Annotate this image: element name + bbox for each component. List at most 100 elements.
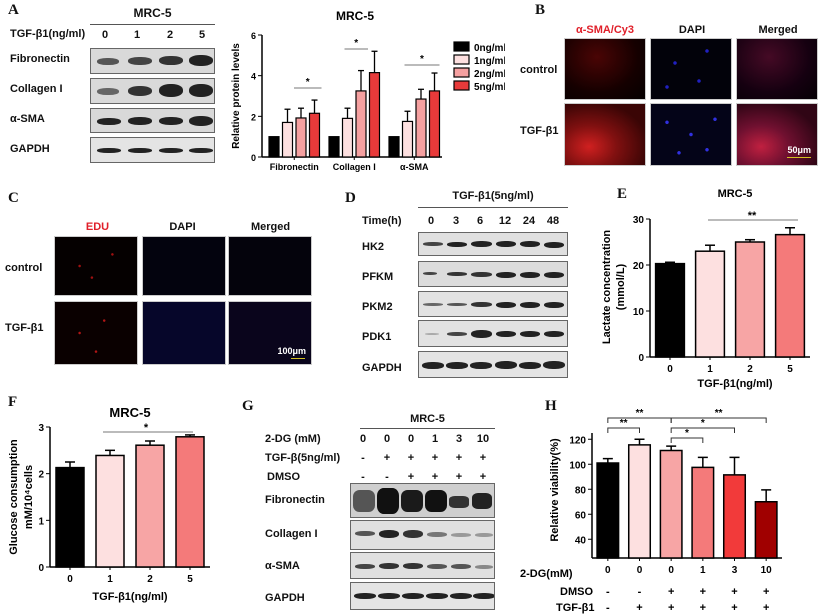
blot-row-label: HK2: [362, 241, 385, 253]
chart-f-glucose: MRC-5 0 1 2 3 0 1 2 5 * TGF-β1(ng/ml) Glucose consu…: [8, 405, 210, 603]
blot-g-divider: [360, 428, 495, 429]
condition-value: 0: [407, 433, 415, 445]
blot-row-label: PKM2: [362, 301, 393, 313]
blot-row-label: α-SMA: [10, 113, 45, 125]
blot-gapdh: [350, 582, 495, 610]
svg-text:*: *: [144, 422, 149, 434]
svg-text:*: *: [420, 54, 424, 65]
svg-text:+: +: [668, 602, 674, 614]
svg-text:2: 2: [147, 574, 153, 585]
image-dapi-tgf: [142, 301, 226, 365]
svg-text:*: *: [685, 428, 689, 439]
svg-text:5: 5: [187, 574, 193, 585]
col-label-asma: α-SMA/Cy3: [575, 24, 635, 36]
svg-text:Relative protein levels: Relative protein levels: [231, 43, 242, 149]
panel-label-g: G: [242, 398, 254, 414]
svg-text:30: 30: [633, 215, 645, 226]
blot-pdk1: [418, 320, 568, 347]
row-label-tgf: TGF-β1: [520, 125, 559, 137]
svg-text:+: +: [636, 602, 642, 614]
svg-text:+: +: [700, 586, 706, 598]
scale-bar-c: [291, 357, 305, 359]
row-label-tgf: TGF-β(5ng/ml): [265, 452, 341, 464]
blot-d-treatment: TGF-β1(5ng/ml): [452, 190, 534, 202]
svg-text:**: **: [620, 418, 628, 429]
blot-hk2: [418, 232, 568, 256]
image-merged-control: [736, 38, 818, 100]
col-label-merged: Merged: [250, 221, 291, 233]
row-label-tgf: TGF-β1: [5, 322, 44, 334]
svg-text:MRC-5: MRC-5: [109, 405, 150, 420]
blot-asma: [90, 108, 215, 133]
svg-text:**: **: [715, 408, 723, 419]
svg-text:0: 0: [38, 563, 44, 574]
condition-value: +: [455, 452, 463, 464]
blot-row-label: GAPDH: [10, 143, 50, 155]
blot-gapdh: [418, 351, 568, 378]
dose-label: 0: [101, 29, 109, 41]
scale-bar-label-c: 100μm: [277, 346, 306, 356]
condition-value: 3: [455, 433, 463, 445]
svg-text:0: 0: [637, 565, 643, 576]
image-edu-tgf: [54, 301, 138, 365]
svg-text:*: *: [701, 418, 705, 429]
svg-text:TGF-β1(ng/ml): TGF-β1(ng/ml): [92, 591, 167, 603]
condition-value: -: [361, 452, 365, 464]
svg-text:α-SMA: α-SMA: [400, 162, 429, 172]
svg-text:Fibronectin: Fibronectin: [270, 162, 319, 172]
svg-text:mM/10⁴cells: mM/10⁴cells: [23, 465, 35, 529]
col-label-dapi: DAPI: [678, 24, 706, 36]
blot-a-divider: [90, 24, 215, 25]
blot-fibronectin: [350, 483, 495, 518]
panel-label-c: C: [8, 190, 19, 206]
svg-text:3: 3: [38, 423, 44, 434]
svg-text:-: -: [606, 602, 610, 614]
svg-text:DMSO: DMSO: [560, 586, 593, 598]
condition-value: +: [407, 452, 415, 464]
panel-label-h: H: [545, 398, 557, 414]
panel-label-d: D: [345, 190, 356, 206]
svg-text:Glucose consumption: Glucose consumption: [8, 439, 20, 555]
svg-text:2: 2: [38, 470, 44, 481]
svg-text:TGF-β1(ng/ml): TGF-β1(ng/ml): [697, 378, 772, 390]
svg-text:**: **: [748, 210, 757, 222]
svg-text:*: *: [306, 77, 310, 88]
col-label-merged: Merged: [758, 24, 798, 36]
svg-text:0: 0: [67, 574, 73, 585]
image-merged-control: [228, 236, 312, 296]
svg-text:0: 0: [667, 364, 673, 375]
svg-text:120: 120: [569, 435, 586, 446]
svg-text:+: +: [668, 586, 674, 598]
svg-text:+: +: [763, 602, 769, 614]
svg-text:5: 5: [787, 364, 793, 375]
image-edu-control: [54, 236, 138, 296]
blot-asma: [350, 552, 495, 579]
svg-text:MRC-5: MRC-5: [336, 9, 374, 23]
svg-text:0: 0: [638, 353, 644, 364]
svg-text:Lactate concentration(mmol/L): Lactate concentration (mmol/L): [601, 230, 627, 345]
blot-row-label: PFKM: [362, 271, 394, 283]
blot-d-time-label: Time(h): [362, 215, 402, 227]
svg-text:80: 80: [575, 485, 587, 496]
image-dapi-tgf: [650, 103, 732, 166]
svg-text:2: 2: [747, 364, 753, 375]
blot-fibronectin: [90, 48, 215, 74]
blot-row-label: Collagen I: [265, 528, 318, 540]
svg-text:6: 6: [251, 31, 256, 41]
svg-text:+: +: [763, 586, 769, 598]
col-label-dapi: DAPI: [169, 221, 196, 233]
svg-text:+: +: [700, 602, 706, 614]
row-label-2dg: 2-DG (mM): [265, 433, 321, 445]
svg-text:10: 10: [761, 565, 773, 576]
svg-text:100: 100: [569, 460, 586, 471]
svg-text:+: +: [731, 586, 737, 598]
image-merged-tgf: 100μm: [228, 301, 312, 365]
time-label: 48: [546, 215, 560, 227]
chart-e-lactate: MRC-5 0 10 20 30 0 1 2 5 ** TGF-β1(ng/ml) Lactate c…: [601, 188, 810, 390]
dose-label: 1: [133, 29, 141, 41]
time-label: 3: [452, 215, 460, 227]
image-dapi-control: [650, 38, 732, 100]
blot-collagen: [90, 78, 215, 104]
scale-bar-b: [787, 156, 811, 158]
